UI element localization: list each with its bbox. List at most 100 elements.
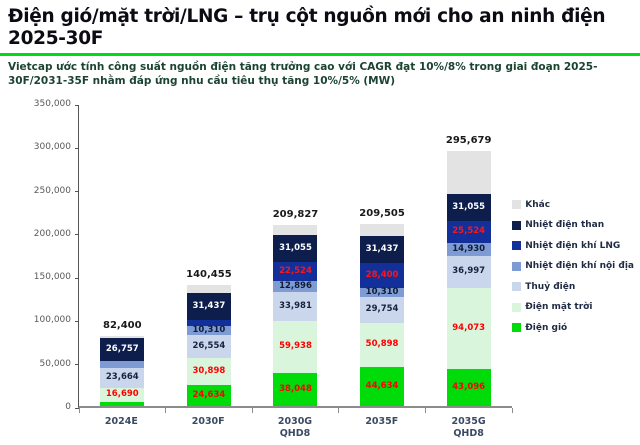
bar-segment: 31,055 (273, 234, 318, 262)
bar-segment: 36,997 (446, 255, 491, 288)
bar-2030g-qhd8: 209,827 31,055 22,524 12,896 33,981 59,938 38,… (273, 209, 318, 406)
x-axis-label-line: QHD8 (453, 428, 484, 440)
x-axis-label-line: QHD8 (279, 428, 311, 440)
x-axis-label-line: 2030G (277, 415, 313, 427)
x-axis-label: 2030F (165, 416, 252, 442)
header: Điện gió/mặt trời/LNG – trụ cột nguồn mớ… (0, 0, 640, 89)
x-tick-mark (165, 407, 167, 413)
bar-2035g-qhd8: 295,679 31,055 25,524 14,930 36,997 94,073 43,… (446, 135, 491, 406)
legend-label: Điện mặt trời (525, 302, 593, 313)
legend-label: Điện gió (525, 322, 568, 333)
legend-item: Điện gió (512, 323, 634, 333)
legend-swatch (512, 302, 522, 312)
y-tick-label: 200,000 (33, 228, 71, 239)
legend-item: Nhiệt điện khí nội địa (512, 261, 634, 271)
bar-slot: 209,505 31,437 28,400 10,310 29,754 50,898 44,… (339, 208, 426, 406)
segment-label: 31,055 (452, 201, 486, 212)
bar-2030f: 140,455 31,437 10,310 26,554 30,898 24,634 (186, 269, 232, 406)
y-tick-label: 250,000 (33, 185, 71, 196)
segment-label: 26,757 (105, 343, 139, 354)
legend-swatch (512, 241, 522, 251)
y-tick-mark (75, 191, 79, 193)
x-axis-label-line: 2035G (451, 415, 486, 427)
bar-segment (186, 284, 231, 293)
bar-segment: 38,048 (273, 372, 318, 406)
bar-segment: 22,524 (273, 261, 318, 281)
segment-label: 22,524 (279, 265, 312, 276)
bar-segment: 16,690 (100, 387, 145, 402)
legend-label: Nhiệt điện than (525, 220, 605, 231)
x-axis-labels: 2024E 2030F 2030G QHD8 2035F 2035G QHD8 (78, 416, 512, 442)
x-tick-mark (338, 407, 340, 413)
bars-row: 82,400 26,757 23,664 16,690 140,455 31,437 10,… (79, 105, 512, 406)
x-tick-mark (511, 407, 513, 413)
segment-label: 36,997 (452, 266, 486, 277)
x-axis-label-line: 2035F (365, 415, 399, 427)
y-tick-mark (75, 320, 79, 322)
legend: Khác Nhiệt điện than Nhiệt điện khí LNG Nhi… (512, 200, 634, 344)
segment-label: 43,096 (452, 381, 486, 392)
bar-segment: 44,634 (360, 366, 405, 406)
bar-segment: 31,437 (186, 292, 231, 320)
segment-label: 44,634 (365, 380, 399, 391)
segment-label: 12,896 (279, 280, 312, 291)
bar-segment: 31,055 (446, 193, 491, 221)
title-divider (0, 53, 640, 57)
bar-total-label: 209,505 (359, 207, 405, 219)
y-tick-label: 0 (65, 402, 71, 413)
bar-segment: 26,554 (186, 334, 231, 358)
bar-segment: 29,754 (360, 296, 405, 323)
segment-label: 94,073 (452, 322, 486, 333)
bar-segment (100, 401, 145, 406)
x-axis-label: 2030G QHD8 (252, 416, 339, 442)
segment-label: 31,437 (365, 243, 399, 254)
stacked-bar-chart: 82,400 26,757 23,664 16,690 140,455 31,437 10,… (0, 95, 640, 440)
legend-label: Nhiệt điện khí nội địa (525, 261, 634, 272)
bar-total-label: 295,679 (445, 134, 492, 146)
segment-label: 38,048 (279, 383, 312, 394)
bar-slot: 140,455 31,437 10,310 26,554 30,898 24,634 (166, 269, 253, 406)
bar-segment: 50,898 (360, 322, 405, 367)
bar-segment: 31,437 (360, 235, 405, 263)
legend-swatch (512, 200, 522, 210)
legend-swatch (512, 323, 522, 333)
bar-segment: 43,096 (446, 368, 491, 406)
bar-2035f: 209,505 31,437 28,400 10,310 29,754 50,898 44,… (359, 208, 405, 406)
page-title: Điện gió/mặt trời/LNG – trụ cột nguồn mớ… (8, 6, 606, 49)
bar-segment: 33,981 (273, 291, 318, 321)
legend-item: Thuỷ điện (512, 282, 634, 292)
bar-segment: 26,757 (100, 337, 145, 361)
legend-swatch (512, 261, 522, 271)
bar-segment (360, 223, 405, 236)
y-tick-mark (75, 364, 79, 366)
segment-label: 33,981 (279, 300, 312, 311)
bar-segment: 23,664 (100, 367, 145, 388)
bar-segment: 94,073 (446, 287, 491, 369)
chart-subtitle: Vietcap ước tính công suất nguồn điện tă… (8, 61, 598, 87)
segment-label: 29,754 (365, 304, 399, 315)
segment-label: 14,930 (452, 243, 486, 254)
segment-label: 59,938 (279, 341, 312, 352)
x-axis-label: 2035F (338, 416, 425, 442)
bar-segment: 24,634 (186, 384, 231, 406)
x-axis-label-line: 2024E (104, 415, 138, 427)
segment-label: 10,310 (192, 324, 226, 335)
bar-segment: 25,524 (446, 220, 491, 243)
bar-segment: 10,310 (360, 287, 405, 297)
y-tick-label: 100,000 (33, 315, 71, 326)
legend-item: Khác (512, 200, 634, 210)
y-tick-label: 150,000 (33, 272, 71, 283)
x-axis-label: 2024E (78, 416, 165, 442)
legend-label: Khác (525, 199, 551, 210)
x-axis-label-line: 2030F (191, 415, 225, 427)
segment-label: 16,690 (105, 389, 139, 400)
legend-item: Nhiệt điện khí LNG (512, 241, 634, 251)
segment-label: 30,898 (192, 365, 226, 376)
bar-slot: 295,679 31,055 25,524 14,930 36,997 94,073 43,… (425, 135, 512, 406)
bar-segment (100, 360, 145, 368)
legend-swatch (512, 282, 522, 292)
legend-item: Điện mặt trời (512, 302, 634, 312)
legend-label: Thuỷ điện (525, 281, 576, 292)
segment-label: 31,437 (192, 300, 226, 311)
y-tick-mark (75, 104, 79, 106)
